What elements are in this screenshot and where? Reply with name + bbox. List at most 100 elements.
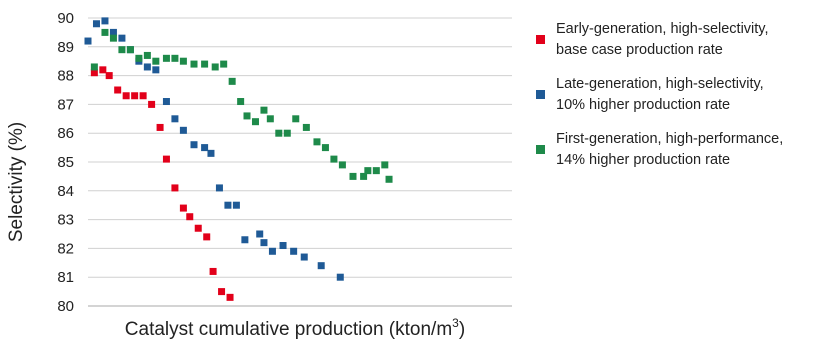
data-point (292, 115, 300, 123)
data-point (224, 201, 232, 209)
legend-label: Late-generation, high-selectivity, (556, 76, 764, 92)
data-point (256, 230, 264, 238)
data-point (302, 123, 310, 131)
data-point (201, 144, 209, 152)
y-tick-label: 85 (57, 154, 74, 171)
data-point (215, 184, 223, 192)
data-point (381, 161, 389, 169)
data-point (143, 51, 151, 59)
x-axis-title: Catalyst cumulative production (kton/m3) (125, 316, 465, 340)
data-point (321, 144, 329, 152)
data-point (99, 66, 107, 74)
data-point (162, 98, 170, 106)
data-point (290, 247, 298, 255)
data-point (385, 175, 393, 183)
y-tick-label: 87 (57, 96, 74, 113)
data-point (201, 60, 209, 68)
data-point (135, 54, 143, 62)
data-point (243, 112, 251, 120)
data-point (283, 129, 291, 137)
legend-swatch (536, 90, 545, 99)
data-point (317, 262, 325, 270)
data-point (313, 138, 321, 146)
data-point (275, 129, 283, 137)
data-point (171, 184, 179, 192)
y-tick-label: 84 (57, 183, 74, 200)
data-point (114, 86, 122, 94)
data-point (122, 92, 130, 100)
data-point (90, 63, 98, 71)
data-point (143, 63, 151, 71)
data-point (194, 224, 202, 232)
data-point (179, 126, 187, 134)
data-point (156, 123, 164, 131)
data-point (101, 28, 109, 36)
data-point (109, 34, 117, 42)
series-2 (84, 17, 344, 281)
data-point (171, 115, 179, 123)
data-point (338, 161, 346, 169)
data-point (279, 242, 287, 250)
data-point (152, 66, 160, 74)
data-point (226, 293, 234, 301)
y-tick-label: 82 (57, 240, 74, 257)
data-point (218, 288, 226, 296)
x-axis-title-suffix: ) (459, 319, 465, 340)
legend-item: Late-generation, high-selectivity, 10% hi… (536, 76, 764, 113)
data-point (105, 72, 113, 80)
data-point (207, 149, 215, 157)
data-point (179, 57, 187, 65)
data-point (266, 115, 274, 123)
legend-label: base case production rate (556, 42, 723, 58)
data-point (152, 57, 160, 65)
y-tick-label: 90 (57, 10, 74, 27)
data-point (92, 20, 100, 28)
data-point (260, 106, 268, 114)
data-point (118, 34, 126, 42)
y-tick-labels: 80 81 82 83 84 85 86 87 88 89 90 (57, 10, 74, 315)
data-point (139, 92, 147, 100)
legend-label: First-generation, high-performance, (556, 131, 783, 147)
gridlines (88, 17, 512, 278)
data-point (349, 172, 357, 180)
data-point (186, 213, 194, 221)
x-axis-title-main: Catalyst cumulative production (kton/m (125, 319, 452, 340)
data-point (220, 60, 228, 68)
y-axis-title: Selectivity (%) (6, 122, 27, 242)
y-tick-label: 88 (57, 68, 74, 85)
data-point (232, 201, 240, 209)
series-3 (90, 28, 393, 183)
data-point (109, 28, 117, 36)
series-1 (90, 66, 234, 301)
y-tick-label: 89 (57, 39, 74, 56)
y-tick-label: 86 (57, 125, 74, 142)
data-point (260, 239, 268, 247)
data-point (171, 54, 179, 62)
data-points (84, 17, 393, 301)
data-point (84, 37, 92, 45)
legend: Early-generation, high-selectivity, base … (536, 21, 783, 168)
legend-label: Early-generation, high-selectivity, (556, 21, 769, 37)
data-point (241, 236, 249, 244)
data-point (251, 118, 259, 126)
data-point (209, 267, 217, 275)
legend-swatch (536, 35, 545, 44)
data-point (90, 69, 98, 77)
data-point (228, 77, 236, 85)
data-point (101, 17, 109, 25)
data-point (179, 204, 187, 212)
data-point (330, 155, 338, 163)
y-tick-label: 81 (57, 269, 74, 286)
legend-label: 14% higher production rate (556, 152, 730, 168)
data-point (162, 155, 170, 163)
data-point (203, 233, 211, 241)
x-axis-title-superscript: 3 (452, 316, 459, 330)
data-point (126, 46, 134, 54)
data-point (372, 167, 380, 175)
data-point (336, 273, 344, 281)
data-point (190, 60, 198, 68)
legend-item: First-generation, high-performance, 14% h… (536, 131, 783, 168)
legend-item: Early-generation, high-selectivity, base … (536, 21, 769, 58)
data-point (300, 253, 308, 261)
